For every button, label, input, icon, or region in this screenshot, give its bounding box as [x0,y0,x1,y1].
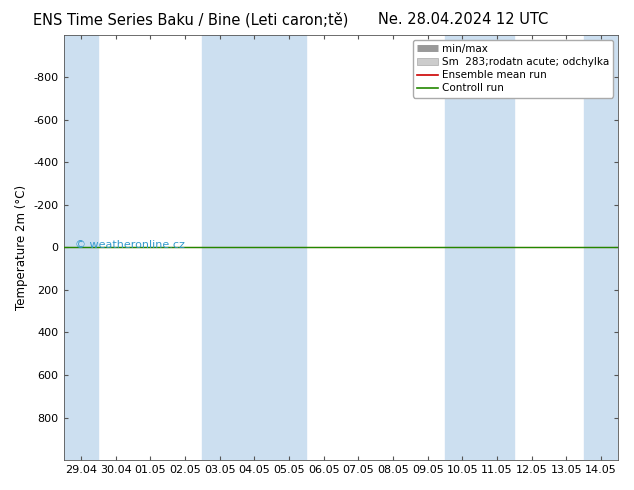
Bar [445,35,514,460]
Text: Ne. 28.04.2024 12 UTC: Ne. 28.04.2024 12 UTC [378,12,548,27]
Y-axis label: Temperature 2m (°C): Temperature 2m (°C) [15,185,28,310]
Text: ENS Time Series Baku / Bine (Leti caron;tě): ENS Time Series Baku / Bine (Leti caron;… [32,12,348,28]
Text: © weatheronline.cz: © weatheronline.cz [75,240,184,250]
Legend: min/max, Sm  283;rodatn acute; odchylka, Ensemble mean run, Controll run: min/max, Sm 283;rodatn acute; odchylka, … [413,40,613,98]
Bar [584,35,619,460]
Bar [202,35,306,460]
Bar [63,35,98,460]
